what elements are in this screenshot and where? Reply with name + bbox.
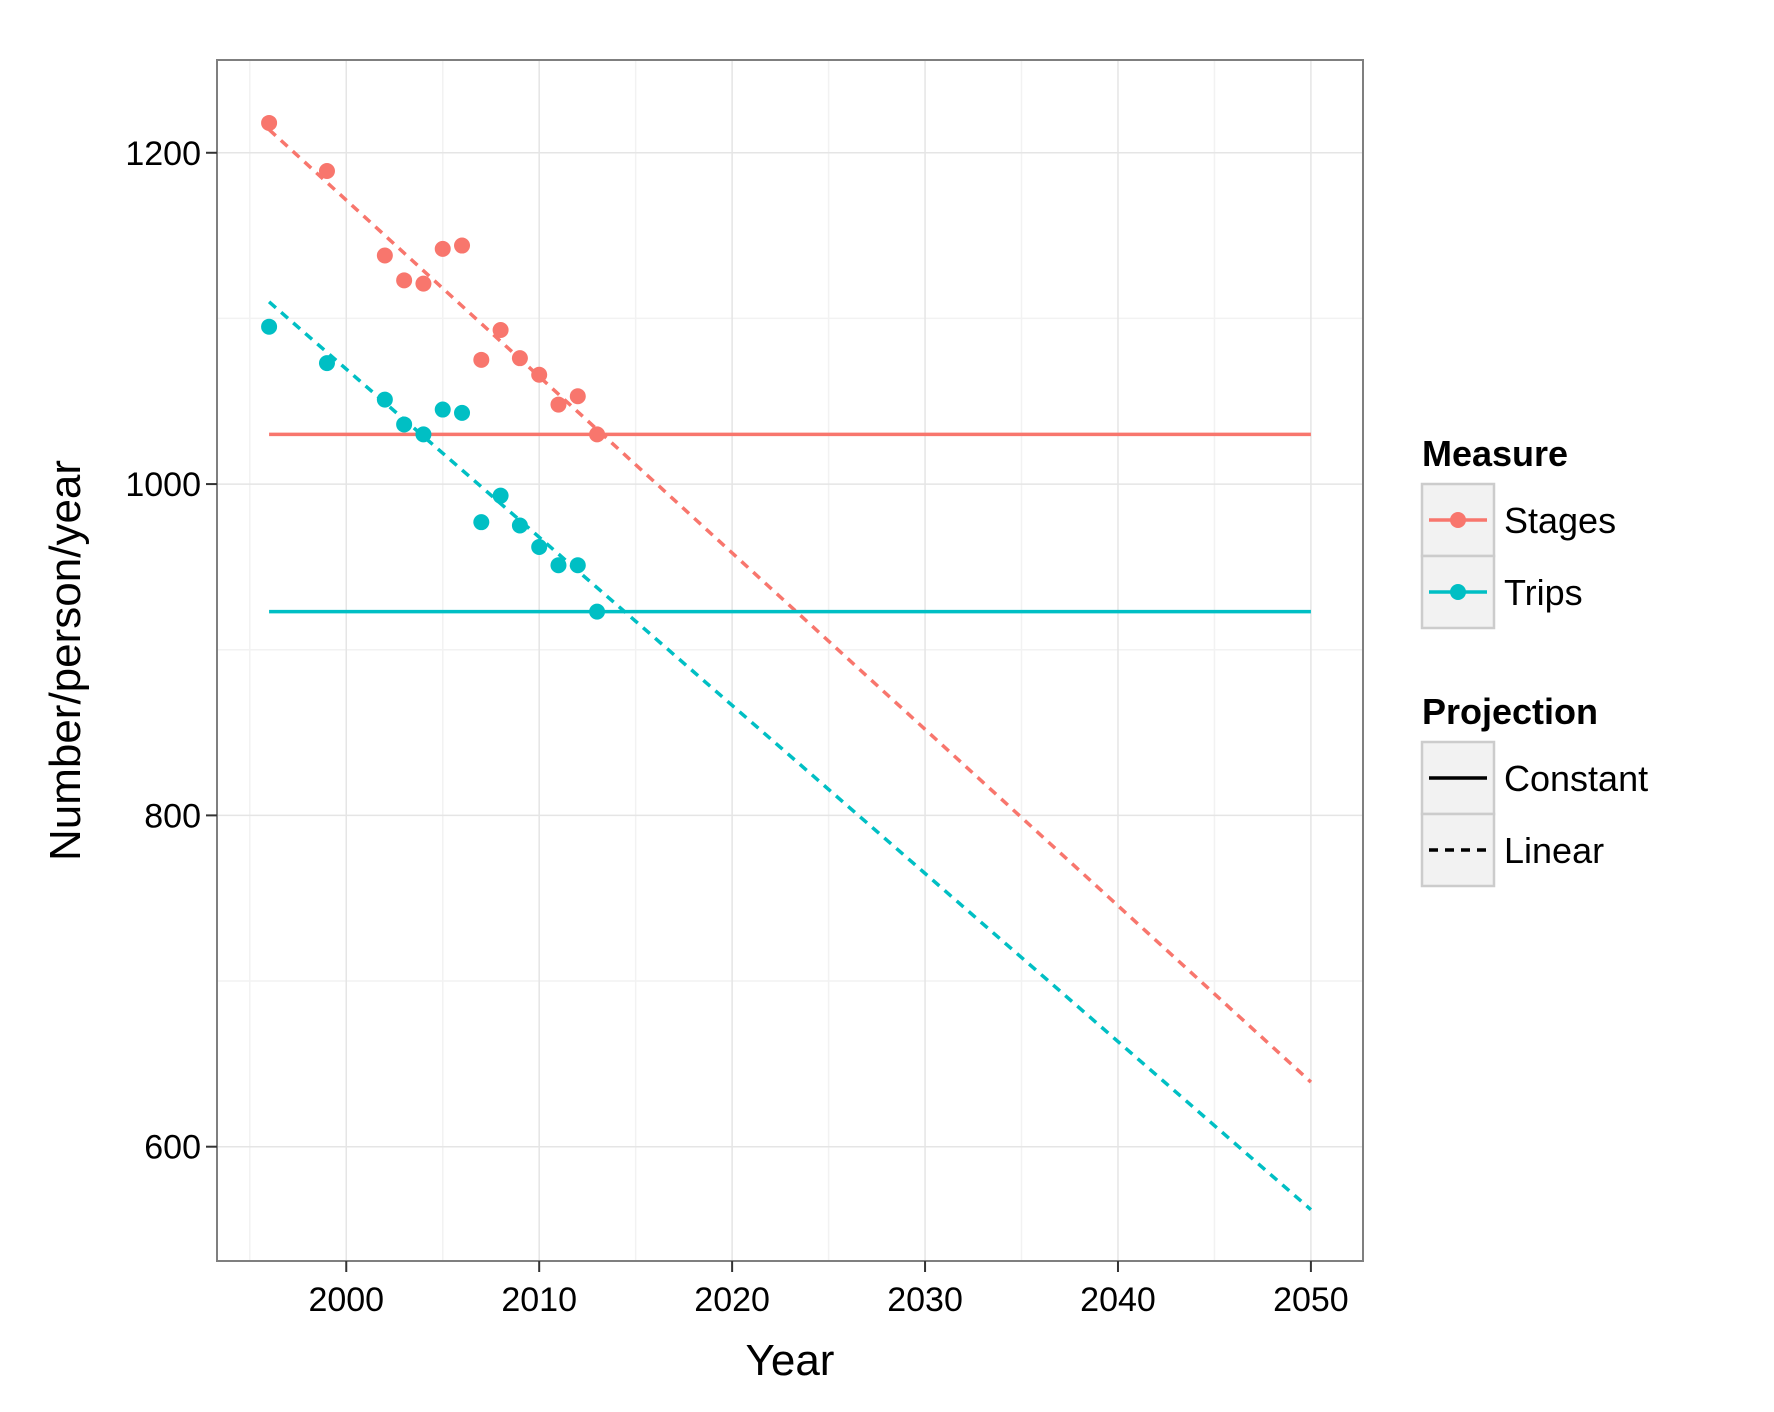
stages-point xyxy=(261,114,278,131)
stages-point xyxy=(550,396,567,413)
y-tick-label: 1200 xyxy=(125,135,201,173)
trips-point xyxy=(415,426,432,443)
stages-point xyxy=(376,247,393,264)
axes: 2000 2010 2020 2030 2040 2050 600 800 1000 1200 xyxy=(125,135,1348,1319)
plot-panel-border xyxy=(216,59,1364,1262)
stages-point xyxy=(569,388,586,405)
stages-point xyxy=(589,426,606,443)
trips-point xyxy=(473,514,490,531)
stages-point xyxy=(511,350,528,367)
stages-point xyxy=(318,162,335,179)
x-tick-label: 2000 xyxy=(308,1281,384,1319)
trips-point xyxy=(396,416,413,433)
trips-point xyxy=(589,603,606,620)
stages-point xyxy=(415,275,432,292)
x-tick-label: 2040 xyxy=(1080,1281,1156,1319)
stages-point xyxy=(396,272,413,289)
y-tick-label: 600 xyxy=(144,1129,201,1167)
trips-point xyxy=(511,517,528,534)
trips-linear-line xyxy=(267,300,1313,1211)
trips-point xyxy=(318,355,335,372)
stages-point xyxy=(473,351,490,368)
stages-legend-key-point xyxy=(1450,512,1466,528)
stages-linear-line xyxy=(267,128,1313,1084)
y-tick-label: 1000 xyxy=(125,466,201,504)
y-axis-title: Number/person/year xyxy=(41,460,90,861)
grid xyxy=(217,60,1363,1261)
trips-point xyxy=(454,404,471,421)
series-layer xyxy=(261,114,1313,1211)
trips-point xyxy=(531,539,548,556)
x-tick-label: 2020 xyxy=(694,1281,770,1319)
x-tick-label: 2010 xyxy=(501,1281,577,1319)
stages-point xyxy=(492,322,509,339)
stages-legend-label: Stages xyxy=(1504,500,1616,541)
stages-point xyxy=(454,237,471,254)
constant-legend-label: Constant xyxy=(1504,758,1648,799)
trips-point xyxy=(492,487,509,504)
trips-legend-label: Trips xyxy=(1504,572,1583,613)
x-tick-label: 2030 xyxy=(887,1281,963,1319)
linear-legend-label: Linear xyxy=(1504,830,1604,871)
x-axis-title: Year xyxy=(746,1336,835,1385)
trips-point xyxy=(569,557,586,574)
trips-point xyxy=(261,318,278,335)
trips-legend-key-point xyxy=(1450,584,1466,600)
y-tick-label: 800 xyxy=(144,797,201,835)
trips-point xyxy=(550,557,567,574)
x-tick-label: 2050 xyxy=(1273,1281,1349,1319)
stages-point xyxy=(434,240,451,257)
legend: Measure Stages Trips Projection Constant Line… xyxy=(1420,433,1648,888)
trips-point xyxy=(434,401,451,418)
projection-legend-title: Projection xyxy=(1422,691,1598,732)
stages-point xyxy=(531,366,548,383)
measure-legend-title: Measure xyxy=(1422,433,1568,474)
trips-point xyxy=(376,391,393,408)
